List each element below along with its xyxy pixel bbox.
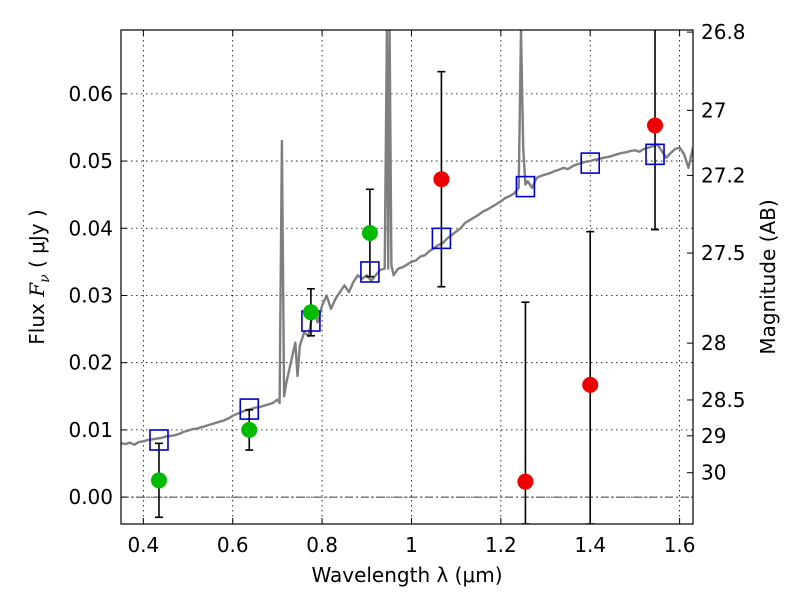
mag-tick-label: 30 <box>701 461 726 485</box>
y-tick-label: 0.03 <box>68 283 113 307</box>
model-flux-box <box>360 261 380 283</box>
detection-point <box>302 304 319 321</box>
model-flux-box <box>580 152 601 174</box>
y-tick-label: 0.00 <box>68 485 113 509</box>
y-tick-label: 0.04 <box>68 216 113 240</box>
tick-layer <box>121 30 693 524</box>
upper-limit-point <box>582 376 599 393</box>
plot-background <box>121 30 693 524</box>
y-tick-label: 0.01 <box>68 418 113 442</box>
detection-point <box>150 472 167 489</box>
detection-point <box>241 421 258 438</box>
plot-frame <box>120 29 694 525</box>
x-tick-label: 0.4 <box>127 533 159 557</box>
x-tick-label: 1 <box>405 533 418 557</box>
model-flux-box <box>515 175 536 198</box>
mag-tick-label: 28.5 <box>701 388 746 412</box>
x-tick-label: 1.6 <box>664 533 696 557</box>
mag-tick-label: 27.2 <box>701 163 746 187</box>
sed-spectrum-line <box>121 30 693 446</box>
y-tick-label: 0.05 <box>68 149 113 173</box>
x-axis-label: Wavelength λ (μm) <box>311 563 502 587</box>
mag-tick-label: 28 <box>701 331 726 355</box>
label-layer: 0.4 0.6 0.8 1 1.2 1.4 1.6 0.00 0.01 0.02 0.03 0.04 0… <box>68 20 745 557</box>
upper-limit-point <box>517 473 534 490</box>
mag-tick-label: 26.8 <box>701 20 746 44</box>
model-flux-box <box>431 227 452 250</box>
grid-layer <box>121 30 693 524</box>
model-flux-box <box>149 429 169 451</box>
x-tick-label: 1.2 <box>485 533 517 557</box>
sed-layer <box>121 30 693 446</box>
mag-tick-label: 29 <box>701 424 726 448</box>
x-tick-label: 1.4 <box>574 533 606 557</box>
y-axis-label-unit: ( μJy ) <box>25 209 49 274</box>
y-axis-label: Flux Fν ( μJy ) <box>25 209 53 344</box>
y2-axis-label: Magnitude (AB) <box>756 199 780 354</box>
y-tick-label: 0.02 <box>68 351 113 375</box>
model-flux-box <box>239 398 260 420</box>
point-layer <box>150 117 664 490</box>
detection-point <box>361 224 378 241</box>
y-axis-label-subscript: ν <box>37 274 53 283</box>
mag-tick-label: 27.5 <box>701 241 746 265</box>
upper-limit-point <box>433 171 450 188</box>
y-axis-label-text: Flux <box>25 297 49 345</box>
model-flux-box <box>645 143 665 166</box>
y-tick-label: 0.06 <box>68 82 113 106</box>
upper-limit-point <box>647 117 664 134</box>
mag-tick-label: 27 <box>701 98 726 122</box>
x-tick-label: 0.6 <box>217 533 249 557</box>
y-axis-label-symbol: F <box>25 282 49 298</box>
x-tick-label: 0.8 <box>306 533 338 557</box>
